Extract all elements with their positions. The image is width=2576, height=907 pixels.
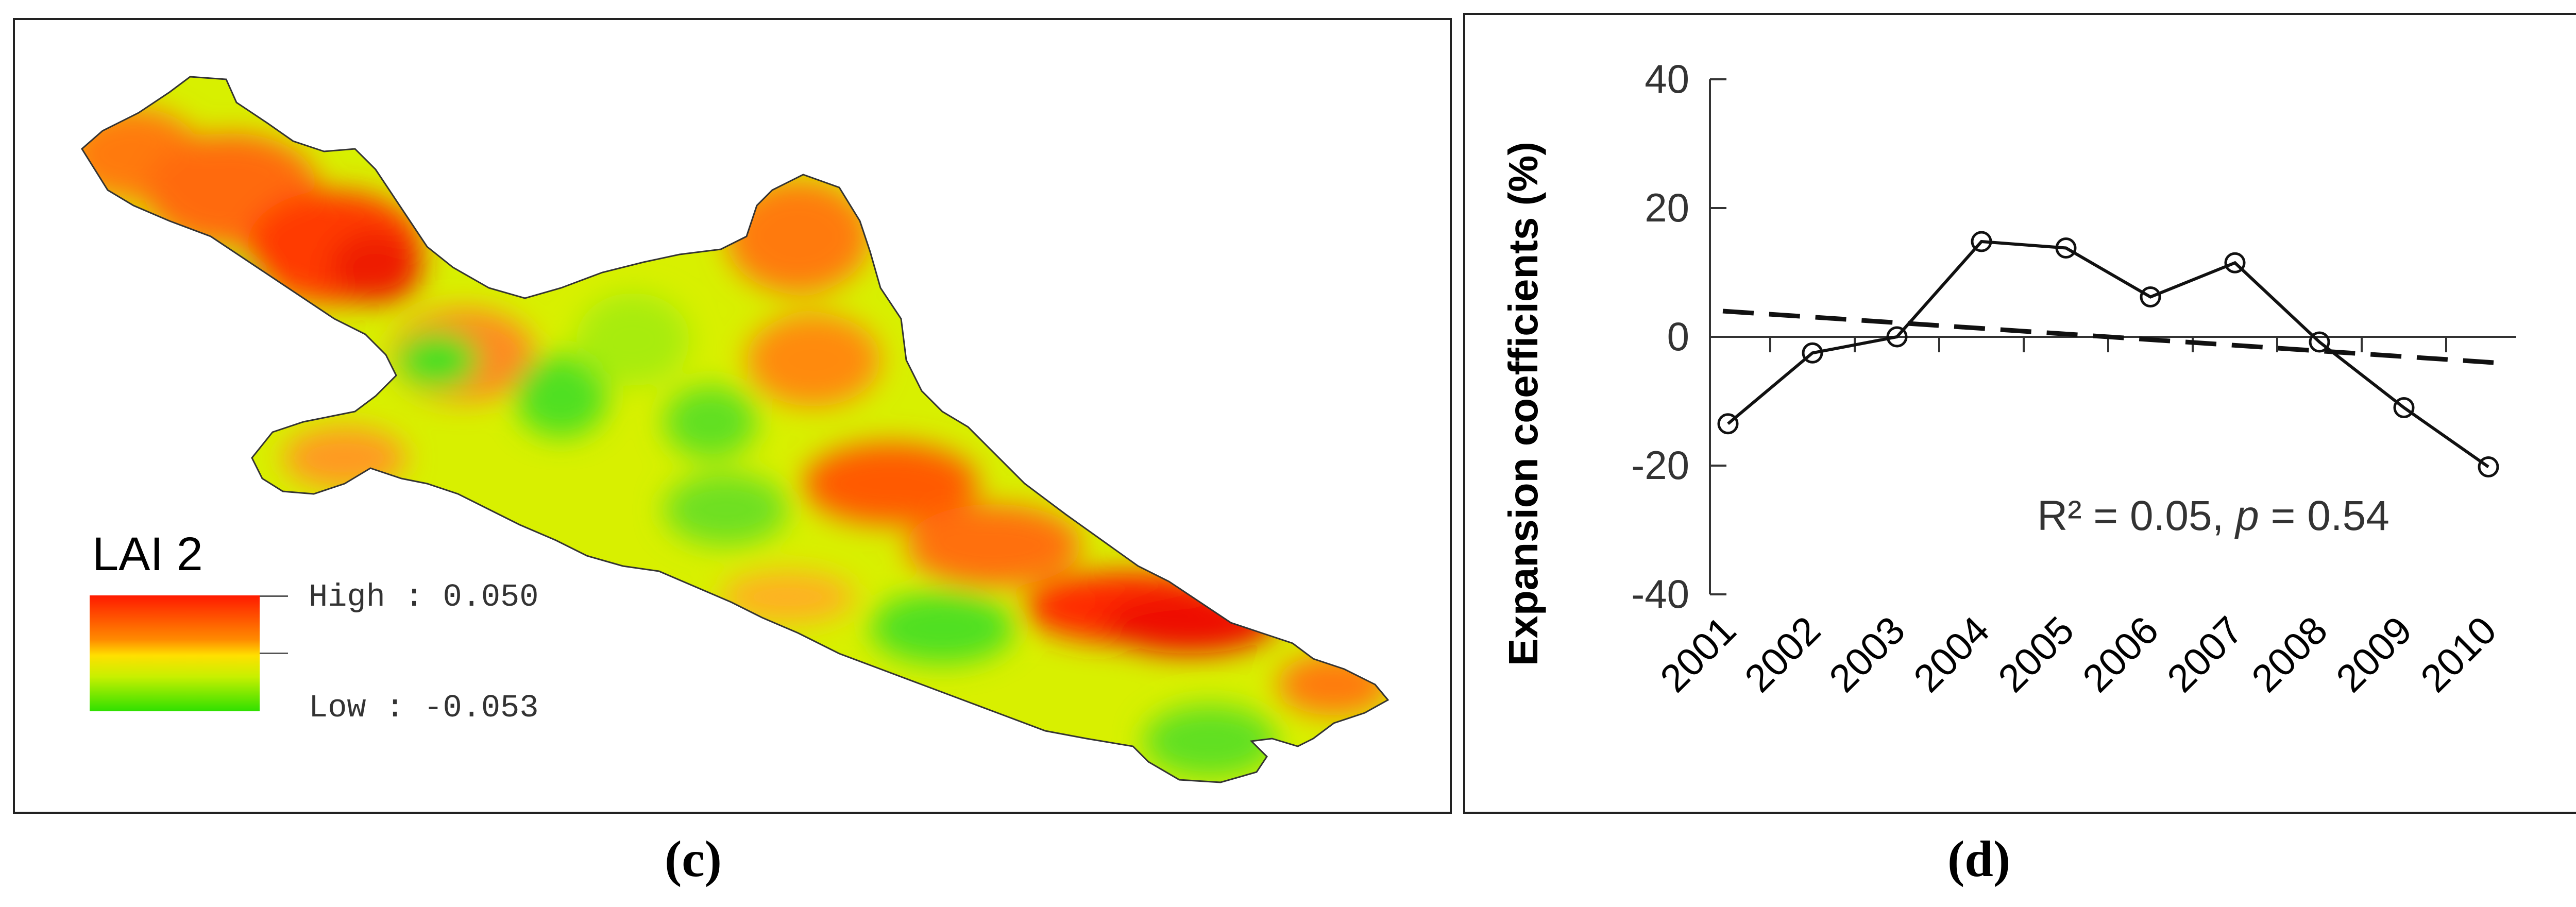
caption-c: (c) (665, 830, 722, 887)
legend-low-label: Low : -0.053 (309, 690, 539, 726)
basin-outline (81, 76, 1389, 783)
data-point (2140, 286, 2161, 307)
lai-map (81, 76, 1389, 783)
data-point (1971, 231, 1992, 252)
y-axis-label: Expansion coefficients (%) (1500, 142, 1546, 666)
data-point (1886, 326, 1908, 348)
x-tick-label: 2009 (2328, 608, 2420, 701)
data-point (2309, 331, 2330, 353)
caption-d: (d) (1947, 830, 2011, 887)
x-tick-label: 2008 (2243, 608, 2336, 701)
data-point (2393, 397, 2415, 418)
data-point (1717, 413, 1739, 435)
data-point (2055, 237, 2077, 259)
expansion-chart: -40-200204020012002200320042005200620072… (1500, 56, 2516, 701)
data-point (2224, 252, 2246, 273)
trend-line (1722, 309, 2494, 365)
y-tick-label: 20 (1645, 185, 1689, 230)
series-line (1727, 239, 2489, 468)
x-tick-label: 2003 (1821, 608, 1913, 701)
x-tick-label: 2007 (2159, 608, 2251, 701)
chart-panel: -40 -20 0 20 40 2001 2002 2003 2004 2005 2006 2007 2… (1463, 13, 2576, 814)
x-tick-label: 2010 (2412, 608, 2505, 701)
stats-annotation: R² = 0.05, p = 0.54 (2037, 492, 2389, 539)
y-tick-label: -20 (1631, 442, 1689, 488)
legend-tick-high (260, 595, 288, 597)
legend-color-bar (90, 595, 260, 711)
legend-high-label: High : 0.050 (309, 579, 539, 615)
x-tick-label: 2006 (2074, 608, 2167, 701)
map-panel: LAI 2 High : 0.050 Low : -0.053 (13, 18, 1452, 814)
legend-tick-mid (260, 653, 288, 654)
legend-title: LAI 2 (92, 528, 203, 580)
y-tick-label: 40 (1645, 56, 1689, 101)
y-tick-label: -40 (1631, 571, 1689, 617)
x-tick-label: 2002 (1736, 608, 1829, 701)
x-tick-label: 2001 (1652, 608, 1744, 701)
x-tick-label: 2005 (1990, 608, 2082, 701)
x-tick-label: 2004 (1905, 608, 1998, 701)
y-tick-label: 0 (1667, 314, 1689, 359)
data-point (1802, 342, 1823, 364)
data-point (2478, 456, 2499, 477)
